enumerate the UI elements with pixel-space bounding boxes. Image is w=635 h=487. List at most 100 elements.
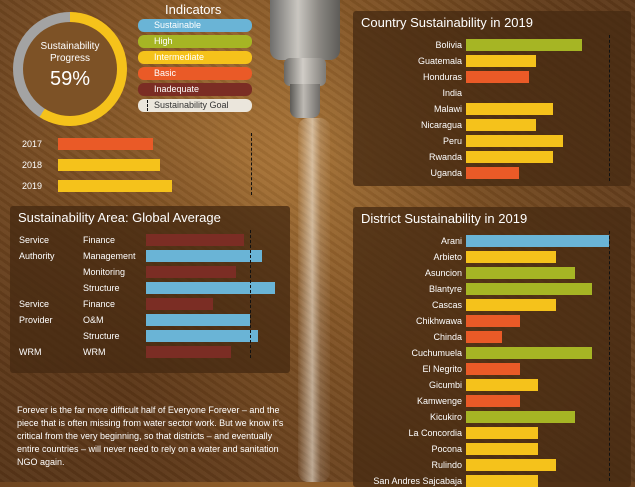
country-label: Guatemala: [417, 56, 462, 66]
legend-title: Indicators: [165, 2, 222, 17]
area-bar: [146, 234, 244, 246]
area-bar: [146, 282, 275, 294]
area-sub-label: Management: [83, 251, 136, 261]
area-sub-label: Finance: [83, 299, 116, 309]
year-bar: [58, 180, 172, 192]
district-label: Arbieto: [433, 252, 462, 262]
country-bar: [466, 55, 536, 67]
area-group-label: Service: [19, 235, 50, 245]
district-label: Asuncion: [424, 268, 462, 278]
district-label: Pocona: [431, 444, 462, 454]
district-bar: [466, 475, 538, 487]
legend-item: Sustainability Goal: [138, 99, 252, 112]
country-bar: [466, 119, 536, 131]
district-bar: [466, 443, 538, 455]
area-bar: [146, 330, 258, 342]
district-label: Arani: [440, 236, 462, 246]
district-bar: [466, 315, 520, 327]
year-label: 2017: [22, 139, 43, 149]
district-label: La Concordia: [408, 428, 462, 438]
area-sub-label: Monitoring: [83, 267, 126, 277]
district-label: Blantyre: [428, 284, 462, 294]
district-bar: [466, 363, 520, 375]
country-bar: [466, 103, 553, 115]
area-sub-label: WRM: [83, 347, 106, 357]
district-bar: [466, 331, 502, 343]
legend-item: High: [138, 35, 252, 48]
water-stream: [298, 118, 330, 482]
legend-goal-marker: [147, 100, 148, 111]
progress-label-line2: Progress: [49, 53, 90, 64]
district-label: Gicumbi: [428, 380, 462, 390]
area-sub-label: Structure: [83, 283, 120, 293]
country-bar: [466, 151, 553, 163]
district-label: Chikhwawa: [415, 316, 462, 326]
country-label: Honduras: [422, 72, 462, 82]
country-label: Nicaragua: [420, 120, 462, 130]
area-group-label: Provider: [19, 315, 53, 325]
district-bar: [466, 299, 556, 311]
area-bar: [146, 298, 213, 310]
area-bar: [146, 314, 250, 326]
legend-item: Basic: [138, 67, 252, 80]
country-label: Bolivia: [435, 40, 462, 50]
country-label: India: [442, 88, 462, 98]
country-panel-title: Country Sustainability in 2019: [361, 15, 533, 30]
district-goal-line: [609, 231, 610, 481]
district-bar: [466, 347, 592, 359]
district-label: Kamwenge: [416, 396, 462, 406]
faucet-pipe: [270, 0, 340, 60]
area-sub-label: O&M: [83, 315, 104, 325]
area-goal-line: [250, 230, 251, 358]
district-bar: [466, 411, 575, 423]
country-bar: [466, 71, 529, 83]
country-label: Malawi: [433, 104, 462, 114]
area-panel-title: Sustainability Area: Global Average: [18, 210, 221, 225]
area-sub-label: Finance: [83, 235, 116, 245]
area-group-label: Service: [19, 299, 50, 309]
area-bar: [146, 250, 262, 262]
district-bar: [466, 395, 520, 407]
year-goal-line: [251, 133, 252, 195]
year-bar: [58, 159, 160, 171]
district-bar: [466, 251, 556, 263]
country-bar: [466, 167, 519, 179]
legend-item: Inadequate: [138, 83, 252, 96]
year-bar: [58, 138, 153, 150]
district-label: Cuchumuela: [411, 348, 462, 358]
progress-donut-center: Sustainability Progress 59%: [23, 22, 117, 116]
description-text: Forever is the far more difficult half o…: [17, 405, 284, 467]
country-label: Rwanda: [428, 152, 462, 162]
district-bar: [466, 427, 538, 439]
country-label: Peru: [442, 136, 462, 146]
area-group-label: WRM: [19, 347, 42, 357]
area-sub-label: Structure: [83, 331, 120, 341]
district-label: San Andres Sajcabaja: [373, 476, 462, 486]
country-goal-line: [609, 35, 610, 181]
district-panel-title: District Sustainability in 2019: [361, 211, 528, 226]
area-bar: [146, 266, 236, 278]
area-panel: Sustainability Area: Global Average Serv…: [10, 206, 290, 373]
district-bar: [466, 283, 592, 295]
faucet-ring: [284, 58, 326, 86]
country-label: Uganda: [430, 168, 462, 178]
district-bar: [466, 267, 575, 279]
district-label: Chinda: [433, 332, 462, 342]
district-label: Rulindo: [431, 460, 462, 470]
district-label: Kicukiro: [429, 412, 462, 422]
country-panel: Country Sustainability in 2019 Bolivia Gu…: [353, 11, 631, 186]
progress-label-line1: Sustainability: [40, 41, 100, 52]
area-group-label: Authority: [19, 251, 55, 261]
year-label: 2018: [22, 160, 43, 170]
country-bar: [466, 135, 563, 147]
district-label: Cascas: [431, 300, 462, 310]
district-label: El Negrito: [422, 364, 462, 374]
faucet-spout: [290, 84, 320, 118]
year-label: 2019: [22, 181, 43, 191]
district-bar: [466, 459, 556, 471]
country-bar: [466, 39, 582, 51]
legend-item: Sustainable: [138, 19, 252, 32]
progress-value: 59%: [49, 68, 91, 90]
area-bar: [146, 346, 231, 358]
district-panel: District Sustainability in 2019 Arani Arb…: [353, 207, 631, 487]
